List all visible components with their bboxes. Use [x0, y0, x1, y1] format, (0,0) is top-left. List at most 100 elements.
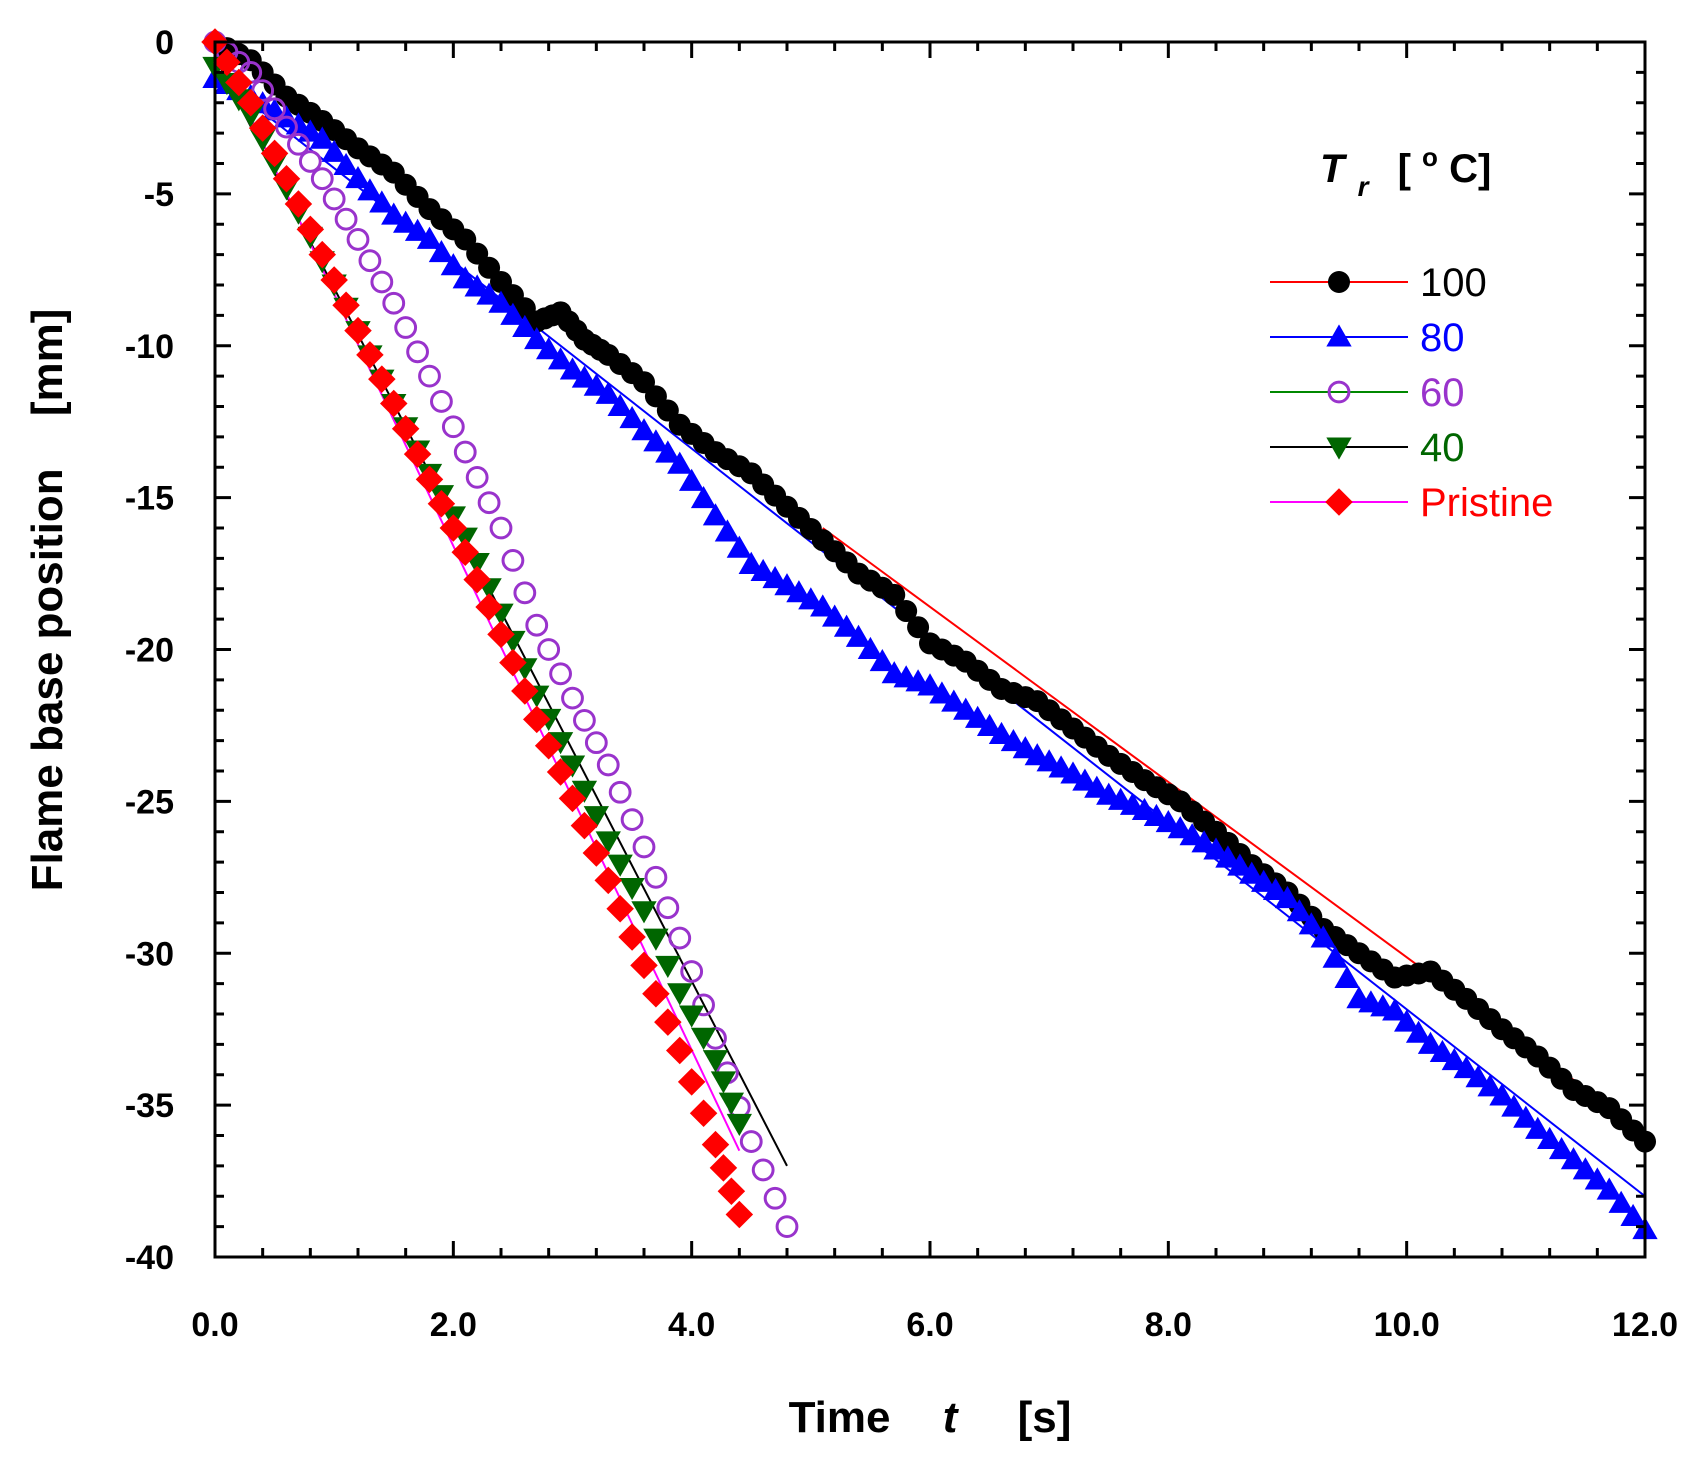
- data-point: [237, 89, 265, 117]
- legend-entry-100: 100: [1270, 261, 1487, 305]
- x-tick-label: 10.0: [1374, 1306, 1440, 1344]
- series-pristine: [201, 28, 754, 1229]
- data-point: [251, 79, 275, 102]
- data-point: [607, 854, 633, 877]
- data-point: [1000, 728, 1027, 752]
- data-point: [308, 240, 336, 269]
- data-point: [677, 1068, 706, 1096]
- data-point: [726, 1113, 752, 1136]
- data-point: [953, 697, 979, 720]
- data-point: [845, 624, 872, 647]
- data-point: [547, 347, 574, 370]
- data-point: [965, 705, 991, 728]
- data-point: [1560, 1147, 1587, 1170]
- x-tick-label: 6.0: [906, 1306, 953, 1344]
- data-point: [584, 731, 608, 755]
- y-tick-label: -35: [125, 1087, 174, 1125]
- data-point: [857, 636, 884, 659]
- data-point: [260, 139, 289, 168]
- data-point: [1441, 1047, 1467, 1071]
- x-axis-title-unit: [s]: [1018, 1393, 1072, 1442]
- data-point: [1548, 1137, 1575, 1160]
- legend-label: 100: [1420, 261, 1487, 305]
- data-point: [692, 993, 715, 1017]
- data-point: [523, 705, 551, 734]
- data-point: [284, 190, 313, 218]
- data-point: [451, 538, 479, 567]
- y-tick-label: -10: [125, 328, 174, 366]
- data-point: [310, 167, 334, 191]
- x-tick-label: 0.0: [191, 1306, 238, 1344]
- series-80: [202, 65, 1658, 1240]
- data-point: [775, 1215, 799, 1239]
- data-point: [1513, 1105, 1539, 1128]
- data-point: [403, 440, 432, 468]
- data-point: [976, 713, 1003, 736]
- data-point: [833, 614, 860, 637]
- data-point: [464, 274, 490, 297]
- data-point: [393, 210, 419, 233]
- data-point: [320, 266, 348, 294]
- data-point: [296, 215, 325, 244]
- x-axis-title-symbol: t: [943, 1393, 960, 1442]
- data-point: [619, 877, 645, 901]
- legend-title-degree: o: [1422, 142, 1438, 172]
- data-point: [666, 1036, 694, 1065]
- data-point: [726, 535, 752, 558]
- y-tick-label: -25: [125, 783, 174, 821]
- series-100: [204, 31, 1656, 1153]
- data-point: [702, 1050, 729, 1073]
- data-point: [1060, 761, 1086, 784]
- data-point: [739, 1130, 763, 1153]
- data-point: [1596, 1177, 1622, 1200]
- data-point: [1012, 736, 1038, 759]
- data-point: [595, 831, 621, 854]
- data-point: [573, 708, 596, 732]
- legend-entries: 100 80 60 40 Pristine: [1270, 261, 1553, 525]
- data-point: [644, 865, 668, 889]
- data-point: [1334, 965, 1360, 989]
- data-point: [606, 894, 634, 923]
- y-tick-label: -30: [125, 935, 174, 973]
- data-point: [917, 673, 943, 696]
- data-point: [583, 373, 609, 396]
- data-point: [465, 465, 489, 489]
- data-point: [883, 583, 906, 606]
- data-point: [1322, 945, 1348, 968]
- data-point: [501, 549, 525, 572]
- data-point: [1429, 1039, 1456, 1062]
- data-point: [428, 239, 455, 263]
- data-point: [1191, 830, 1217, 853]
- data-point: [356, 341, 384, 369]
- data-point: [404, 218, 431, 241]
- data-point: [582, 839, 611, 867]
- data-point: [810, 594, 836, 617]
- data-point: [941, 689, 967, 712]
- data-point: [357, 178, 383, 201]
- data-point: [1501, 1094, 1527, 1117]
- data-point: [332, 291, 360, 319]
- y-axis-title: Flame base position [mm]: [23, 309, 72, 892]
- data-point: [1382, 998, 1408, 1021]
- data-point: [988, 721, 1015, 745]
- data-point: [667, 451, 693, 474]
- data-point: [679, 468, 705, 491]
- data-point: [477, 491, 501, 515]
- data-point: [512, 314, 538, 338]
- data-point: [571, 780, 598, 803]
- data-point: [463, 565, 491, 594]
- data-point: [525, 613, 549, 637]
- data-point: [285, 112, 312, 135]
- data-point: [1084, 775, 1110, 798]
- data-point: [655, 440, 681, 463]
- data-point: [1072, 768, 1098, 791]
- y-tick-label: -20: [125, 632, 174, 670]
- data-point: [895, 600, 918, 623]
- data-point: [690, 485, 717, 509]
- data-point: [680, 960, 704, 983]
- legend-entry-60: 60: [1270, 371, 1465, 415]
- legend-label: 60: [1420, 371, 1465, 415]
- data-point: [1262, 877, 1289, 900]
